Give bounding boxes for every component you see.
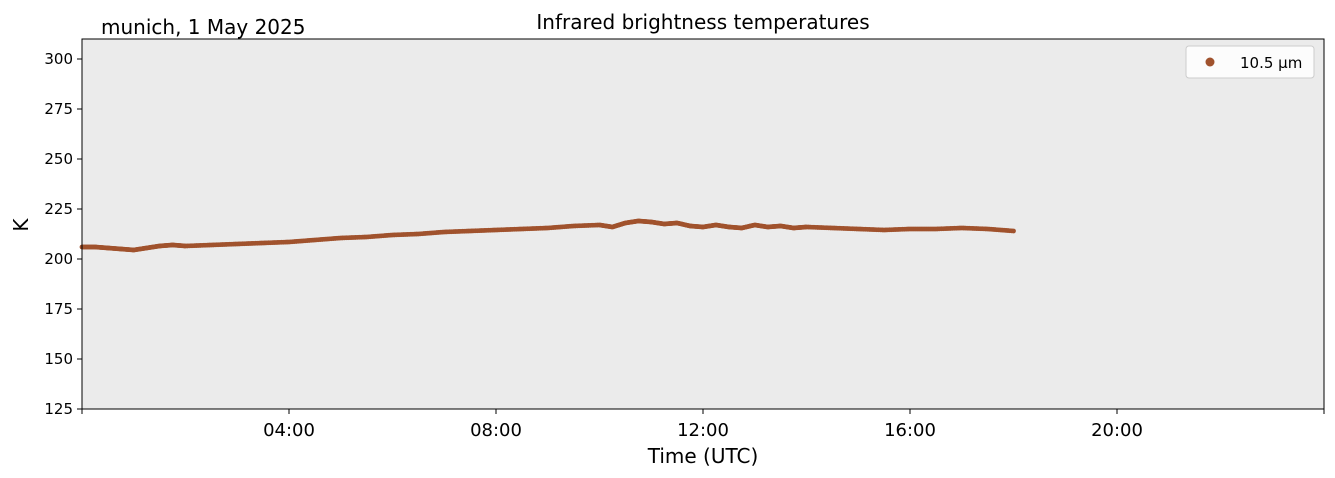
chart-title: Infrared brightness temperatures <box>536 10 869 34</box>
y-axis-label: K <box>9 218 33 232</box>
x-axis-label: Time (UTC) <box>647 444 759 468</box>
y-tick-label: 300 <box>44 50 73 68</box>
legend-box <box>1185 45 1315 79</box>
x-tick-label: 12:00 <box>677 420 729 441</box>
y-tick-label: 125 <box>44 400 73 418</box>
data-point <box>1011 228 1016 234</box>
plot-area <box>82 39 1324 409</box>
y-tick-label: 200 <box>44 250 73 268</box>
y-tick-label: 225 <box>44 200 73 218</box>
y-tick-label: 250 <box>44 150 73 168</box>
x-axis: 04:00 08:00 12:00 16:00 20:00 <box>81 409 1325 441</box>
legend-label: 10.5 µm <box>1240 54 1302 72</box>
y-tick-label: 175 <box>44 300 73 318</box>
legend: 10.5 µm <box>1185 45 1315 79</box>
legend-marker <box>1205 57 1215 67</box>
x-tick-label: 04:00 <box>263 420 315 441</box>
x-tick-label: 16:00 <box>884 420 936 441</box>
y-axis: 125 150 175 200 225 250 275 300 <box>44 50 82 418</box>
chart-subtitle: munich, 1 May 2025 <box>101 15 305 39</box>
y-tick-label: 150 <box>44 350 73 368</box>
y-tick-label: 275 <box>44 100 73 118</box>
data-marks <box>79 218 1016 253</box>
x-tick-label: 08:00 <box>470 420 522 441</box>
x-tick-label: 20:00 <box>1091 420 1143 441</box>
